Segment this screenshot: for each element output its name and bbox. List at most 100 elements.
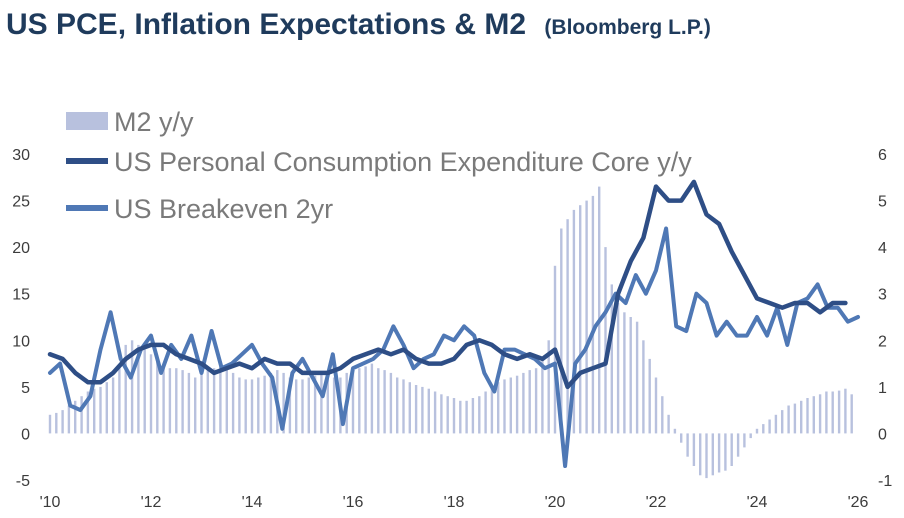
m2-bar xyxy=(648,358,651,434)
m2-bar xyxy=(787,405,790,434)
m2-bar xyxy=(825,391,828,434)
m2-bar xyxy=(724,433,727,471)
y-left-tick-label: 25 xyxy=(12,194,30,211)
breakeven-2yr-line xyxy=(48,226,860,468)
m2-bar xyxy=(162,363,165,434)
m2-bar xyxy=(452,398,456,434)
m2-bar xyxy=(560,228,563,434)
m2-bar xyxy=(55,412,58,434)
y-axis-left: 30 25 20 15 10 5 0 -5 xyxy=(12,147,30,490)
y-axis-right: 6 5 4 3 2 1 0 -1 xyxy=(878,147,892,490)
legend-swatch-m2 xyxy=(66,112,108,130)
m2-bar xyxy=(99,386,102,434)
m2-bar xyxy=(326,375,329,434)
y-right-tick-label: 3 xyxy=(878,287,887,304)
m2-bar xyxy=(111,377,115,434)
m2-bar xyxy=(250,379,254,434)
x-axis: '10 '12 '14 '16 '18 '20 '22 '24 '26 xyxy=(40,494,869,511)
m2-bar xyxy=(295,379,298,434)
m2-bar xyxy=(541,358,544,434)
m2-bar xyxy=(831,391,834,434)
m2-bar xyxy=(244,379,247,434)
m2-bar xyxy=(383,370,386,434)
m2-bar xyxy=(351,370,355,434)
m2-bar xyxy=(509,377,512,434)
m2-bar xyxy=(768,419,771,434)
m2-bar xyxy=(402,379,405,434)
m2-bar xyxy=(812,396,815,434)
y-right-tick-label: 2 xyxy=(878,333,887,350)
m2-bar xyxy=(572,209,576,434)
y-left-tick-label: 10 xyxy=(12,333,30,350)
m2-bar xyxy=(591,195,595,434)
legend-label-m2: M2 y/y xyxy=(114,107,194,137)
m2-bar xyxy=(515,375,519,434)
m2-bar xyxy=(686,433,689,457)
y-right-tick-label: 1 xyxy=(878,380,887,397)
m2-bar xyxy=(459,400,462,434)
m2-bar xyxy=(408,382,411,434)
x-tick-label: '10 xyxy=(40,494,61,511)
m2-bar xyxy=(377,368,380,434)
m2-bar xyxy=(478,396,481,434)
m2-bar xyxy=(67,405,71,434)
m2-bar xyxy=(806,398,809,434)
m2-bar xyxy=(225,368,228,434)
m2-bar xyxy=(206,370,209,434)
m2-bar xyxy=(699,433,702,476)
m2-bar xyxy=(635,321,639,434)
m2-bar xyxy=(566,219,569,434)
chart-title-main: US PCE, Inflation Expectations & M2 xyxy=(6,8,526,41)
m2-bar xyxy=(598,186,601,434)
y-left-tick-label: 20 xyxy=(12,240,30,257)
m2-bar xyxy=(181,370,184,434)
m2-bar xyxy=(547,340,550,434)
m2-bar xyxy=(137,344,140,434)
m2-bar xyxy=(629,317,632,434)
m2-bar xyxy=(743,433,746,448)
m2-bar xyxy=(313,375,317,434)
x-tick-label: '26 xyxy=(848,494,869,511)
m2-bar xyxy=(105,382,108,434)
m2-bar xyxy=(705,433,708,479)
m2-bar xyxy=(396,377,399,434)
m2-bar xyxy=(673,428,677,434)
m2-bar xyxy=(301,379,304,434)
m2-bar xyxy=(156,358,159,434)
m2-bar xyxy=(818,394,822,434)
m2-bar xyxy=(680,433,683,443)
m2-bar xyxy=(421,386,424,434)
y-right-tick-label: -1 xyxy=(878,473,892,490)
x-tick-label: '24 xyxy=(747,494,768,511)
m2-bar xyxy=(433,391,437,434)
m2-bar xyxy=(774,414,778,434)
m2-bar xyxy=(282,372,285,434)
m2-bar xyxy=(48,414,52,434)
m2-bar xyxy=(667,414,670,434)
m2-bar xyxy=(358,368,361,434)
m2-bar xyxy=(522,372,525,434)
m2-bar xyxy=(446,396,449,434)
y-left-tick-label: 0 xyxy=(21,426,30,443)
pce-core-line xyxy=(47,179,848,390)
m2-bar xyxy=(497,382,500,434)
x-tick-label: '12 xyxy=(141,494,162,511)
m2-bar xyxy=(654,377,658,434)
m2-bar xyxy=(320,372,323,434)
m2-bar xyxy=(717,433,721,473)
m2-bar xyxy=(484,391,487,434)
m2-bar xyxy=(200,372,203,434)
m2-bar xyxy=(263,375,266,434)
m2-bar xyxy=(332,377,336,434)
m2-bar xyxy=(238,377,241,434)
m2-bar xyxy=(219,366,222,434)
m2-bar xyxy=(231,372,235,434)
m2-bar xyxy=(661,396,664,434)
m2-bar xyxy=(604,247,607,434)
m2-bar xyxy=(503,379,506,434)
y-left-tick-label: 5 xyxy=(21,380,30,397)
y-left-tick-label: -5 xyxy=(16,473,30,490)
m2-bar xyxy=(175,368,178,434)
y-right-tick-label: 5 xyxy=(878,194,887,211)
